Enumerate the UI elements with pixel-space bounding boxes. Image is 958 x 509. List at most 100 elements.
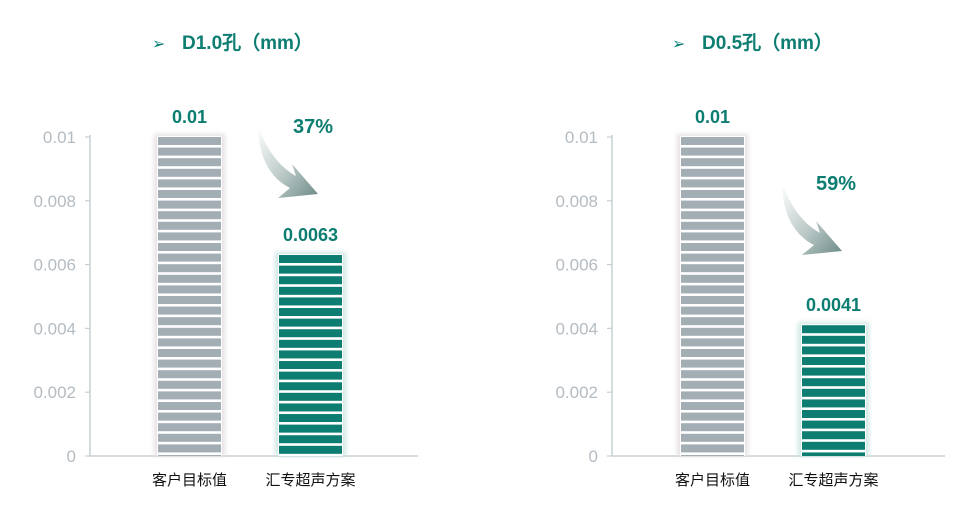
bar-stripe [802,431,865,440]
bar-stripe [681,370,744,379]
bar-stripe [158,232,221,241]
bar-stripe [158,253,221,262]
bar-stripe [802,399,865,408]
y-tick-label: 0.004 [555,319,598,338]
bar-stripe [802,357,865,366]
bar-stripe [158,306,221,315]
bar-stripe [158,211,221,220]
chart-panel-1: ➢ D1.0孔（mm） 0 0.002 0.004 0.006 0.008 0.01 客户目标值… [33,31,418,489]
bar-stripe [158,137,221,145]
bar-stripe [681,349,744,357]
bar-stripe [279,445,342,454]
bar-stripe [681,190,744,198]
bar-stripe [681,296,744,304]
bar [802,325,865,456]
bar-stripe [279,392,342,401]
bar-stripe [158,455,221,456]
bar-stripe [158,338,221,347]
y-tick-label: 0.006 [33,256,76,275]
bar-stripe [279,276,342,285]
bar-stripe [802,420,865,429]
bar-stripe [158,221,221,230]
bar-stripe [279,435,342,444]
bar-stripe [158,200,221,209]
bar-stripe [279,403,342,412]
bar-stripe [158,412,221,421]
y-tick-label: 0 [67,447,76,466]
bar-stripe [279,414,342,423]
bar-stripe [279,318,342,327]
bar [158,137,221,456]
y-tick-label: 0.008 [555,192,598,211]
y-tick-label: 0.002 [33,383,76,402]
bar-stripe [802,367,865,376]
bar-stripe [158,285,221,294]
y-tick-label: 0 [589,447,598,466]
bar-stripe [279,297,342,306]
category-label: 汇专超声方案 [788,471,878,489]
bar-stripe [802,378,865,387]
bar-stripe [158,433,221,442]
bar-stripe [158,158,221,167]
bar-stripe [279,265,342,274]
bar-stripe [681,327,744,336]
chart-panel-2: ➢ D0.5孔（mm） 0 0.002 0.004 0.006 0.008 0.01 客户目标值… [555,31,945,489]
bar-stripe [802,452,865,456]
bar-stripe [279,382,342,391]
bar [279,255,342,454]
bar-stripe [681,317,744,326]
data-label: 0.0063 [283,225,338,245]
bar-stripe [802,388,865,397]
bar-stripe [158,423,221,432]
bar [681,137,744,456]
bar-stripe [681,391,744,400]
bar-stripe [681,168,744,177]
bar-stripe [802,410,865,419]
bar-stripe [802,335,865,344]
bar-stripe [681,221,744,230]
title-bullet-icon: ➢ [152,36,165,53]
category-label: 客户目标值 [152,471,227,489]
category-label: 汇专超声方案 [265,471,355,489]
bar-stripe [681,232,744,241]
bar-stripe [158,370,221,379]
y-tick-label: 0.01 [565,128,598,147]
y-tick-label: 0.01 [43,128,76,147]
bar-stripe [681,433,744,442]
reduction-percentage: 37% [293,116,333,138]
bar-stripe [158,349,221,357]
bar-stripe [158,274,221,283]
data-label: 0.01 [695,107,730,127]
y-tick-label: 0.008 [33,192,76,211]
bar-stripe [158,147,221,156]
bar-stripe [279,371,342,380]
bar-stripe [681,285,744,294]
bar-stripe [279,329,342,338]
chart-title: D0.5孔（mm） [702,31,833,54]
bar-stripe [158,402,221,410]
bar-stripe [158,380,221,389]
bar-stripe [681,179,744,188]
bar-stripe [802,325,865,334]
bar-stripe [158,317,221,326]
bar-stripe [158,168,221,177]
bar-stripe [158,264,221,273]
bar-stripe [681,380,744,389]
category-label: 客户目标值 [675,471,750,489]
bar-stripe [681,147,744,156]
bar-stripe [681,274,744,283]
bar-stripe [681,412,744,421]
bar-stripe [158,243,221,251]
reduction-arrow-icon [258,126,318,198]
bar-stripe [279,361,342,370]
bar-stripe [681,243,744,251]
reduction-arrow-icon [782,183,842,255]
title-bullet-icon: ➢ [672,36,685,53]
bar-stripe [158,327,221,336]
bar-stripe [681,423,744,432]
bar-stripe [158,179,221,188]
bar-stripe [681,158,744,167]
data-label: 0.0041 [806,295,861,315]
bar-stripe [681,402,744,410]
